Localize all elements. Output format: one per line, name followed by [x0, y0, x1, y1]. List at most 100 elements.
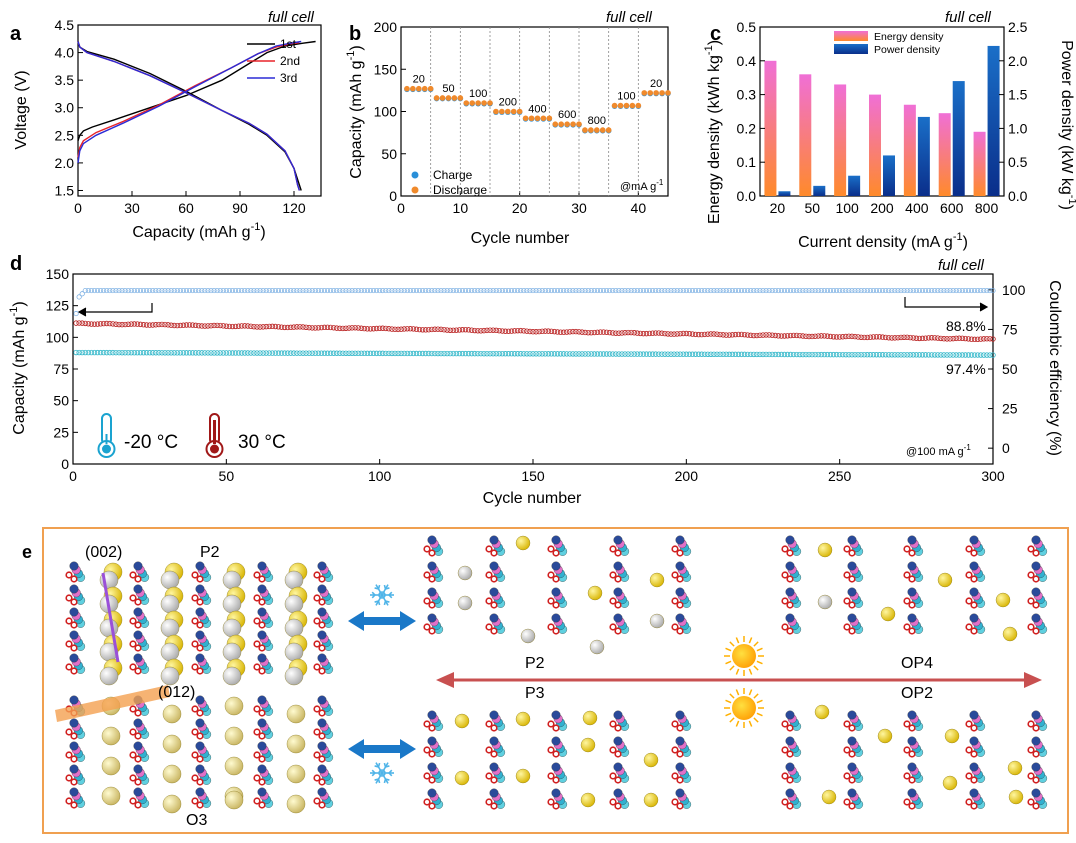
ce-point: [186, 288, 193, 294]
na-atom: [942, 775, 958, 791]
capacity-minus20c-point: [79, 349, 85, 356]
na-atom: [284, 594, 304, 614]
ce-point: [156, 288, 162, 294]
o-atom: [609, 720, 617, 728]
y-tick-label-d: 75: [53, 361, 69, 377]
capacity-30c-point: [695, 331, 702, 338]
ce-point: [873, 288, 880, 294]
ce-point: [499, 288, 505, 294]
plot-frame-a: [77, 24, 322, 197]
ce-point: [953, 288, 959, 294]
capacity-minus20c-point: [821, 351, 828, 358]
capacity-30c-point: [251, 323, 257, 330]
ce-point: [818, 288, 824, 294]
capacity-minus20c-point: [732, 351, 739, 358]
capacity-30c-point: [199, 323, 205, 329]
capacity-minus20c-point: [321, 350, 328, 356]
capacity-minus20c-point: [744, 351, 751, 358]
ce-point: [944, 288, 950, 294]
capacity-minus20c-point: [790, 351, 797, 358]
na-atom: [515, 768, 531, 784]
capacity-minus20c-point: [364, 350, 371, 357]
ce-point: [692, 288, 699, 294]
ce-point: [171, 288, 177, 294]
na-atom: [224, 726, 244, 746]
sun-bottom-icon: [724, 688, 764, 728]
ce-point: [377, 288, 383, 294]
o-atom: [965, 798, 973, 806]
o-atom: [258, 732, 266, 740]
ce-point: [754, 288, 760, 294]
ce-point: [613, 288, 619, 294]
capacity-30c-point: [104, 320, 110, 327]
capacity-minus20c-point: [680, 351, 686, 357]
tm-atom: [317, 741, 327, 751]
o-atom: [134, 667, 142, 675]
ce-point: [312, 288, 318, 294]
ce-point: [282, 288, 288, 294]
capacity-minus20c-point: [183, 350, 190, 356]
capacity-30c-point: [959, 335, 966, 341]
o-atom: [676, 627, 684, 635]
o-atom: [129, 774, 137, 782]
capacity-30c-point: [373, 325, 380, 332]
double-arrow-bottom-icon: [348, 739, 416, 759]
ce-point: [723, 288, 729, 294]
capacity-30c-point: [567, 329, 573, 335]
tm-atom: [551, 535, 561, 545]
capacity-minus20c-point: [361, 350, 368, 357]
ce-point: [300, 288, 306, 294]
capacity-30c-point: [665, 331, 671, 337]
o-atom: [258, 621, 266, 629]
ce-point: [895, 288, 901, 294]
x-tick-label-b: 40: [631, 200, 647, 216]
label-p3: P3: [525, 685, 545, 702]
bar-energy-50: [799, 74, 812, 196]
o-atom: [1032, 776, 1040, 784]
ce-point: [947, 288, 953, 294]
capacity-minus20c-point: [551, 351, 558, 357]
ce-point: [515, 288, 521, 294]
capacity-minus20c-point: [260, 350, 266, 356]
y-tick-label-a: 2.0: [55, 155, 75, 171]
na-atom: [160, 666, 180, 686]
y-axis-label-c: Energy density (kWh kg-1): [703, 40, 723, 224]
rate-label-b: 200: [499, 97, 517, 109]
ce-point: [784, 288, 791, 294]
capacity-minus20c-point: [334, 350, 340, 356]
tm-atom: [317, 630, 327, 640]
capacity-minus20c-point: [205, 350, 211, 356]
capacity-minus20c-point: [769, 351, 775, 358]
capacity-minus20c-point: [76, 349, 82, 356]
o-atom: [552, 750, 560, 758]
capacity-30c-point: [692, 331, 699, 338]
capacity-30c-point: [260, 324, 266, 330]
o-atom: [191, 705, 199, 713]
tm-atom: [907, 710, 917, 720]
ce-point: [183, 288, 190, 294]
capacity-minus20c-point: [370, 350, 377, 357]
capacity-30c-point: [800, 333, 806, 339]
tm-atom: [613, 587, 623, 597]
ce-point: [352, 288, 358, 294]
tm-atom: [675, 613, 685, 623]
tm-atom: [427, 762, 437, 772]
capacity-30c-point: [248, 323, 254, 330]
capacity-minus20c-point: [171, 350, 177, 356]
ce-point: [190, 288, 196, 294]
ce-point: [990, 288, 996, 294]
o-atom: [1032, 627, 1040, 635]
panel-label-b: b: [349, 23, 361, 45]
ce-point: [392, 288, 398, 294]
curve-2nd-discharge: [77, 41, 301, 191]
capacity-minus20c-point: [97, 349, 104, 356]
capacity-minus20c-point: [932, 352, 938, 358]
ce-point: [536, 288, 542, 294]
ce-point: [610, 288, 616, 294]
capacity-30c-point: [895, 334, 901, 341]
ce-point: [631, 288, 637, 294]
capacity-minus20c-point: [91, 349, 98, 356]
ce-point: [803, 288, 809, 294]
capacity-minus20c-point: [981, 352, 987, 358]
y2-tick-label-d: 50: [1002, 361, 1018, 377]
